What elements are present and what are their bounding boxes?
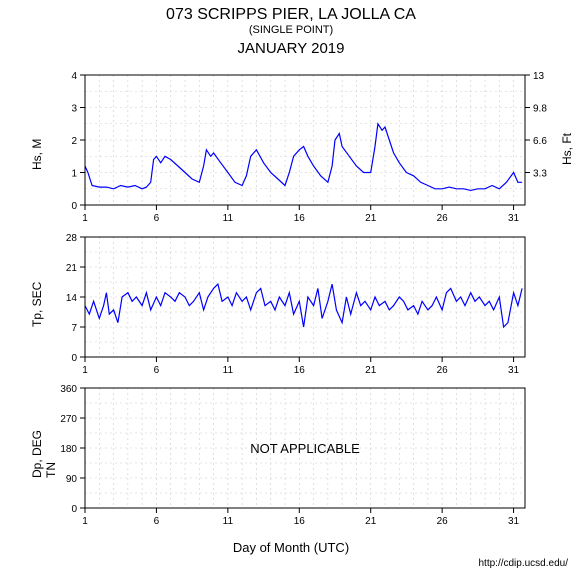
page-month: JANUARY 2019 — [0, 36, 582, 57]
chart-hs: 161116212631012343.36.69.813Hs, MHs, Ft — [85, 75, 525, 205]
svg-text:28: 28 — [66, 233, 78, 244]
svg-text:16: 16 — [294, 213, 306, 224]
svg-text:31: 31 — [508, 516, 520, 527]
svg-text:7: 7 — [71, 323, 77, 334]
svg-text:1: 1 — [82, 213, 88, 224]
svg-text:90: 90 — [66, 474, 78, 485]
svg-text:9.8: 9.8 — [533, 104, 547, 115]
svg-text:1: 1 — [71, 169, 77, 180]
svg-text:16: 16 — [294, 516, 306, 527]
page-title: 073 SCRIPPS PIER, LA JOLLA CA — [0, 0, 582, 24]
page-subtitle: (SINGLE POINT) — [0, 24, 582, 36]
svg-text:4: 4 — [71, 71, 77, 82]
line-tp — [85, 284, 522, 327]
svg-text:31: 31 — [508, 365, 520, 376]
svg-text:11: 11 — [223, 516, 234, 527]
svg-text:21: 21 — [365, 365, 377, 376]
svg-text:1: 1 — [82, 365, 88, 376]
ylabel-left-hs: Hs, M — [30, 110, 44, 170]
svg-text:16: 16 — [294, 365, 306, 376]
svg-text:3: 3 — [71, 104, 77, 115]
svg-text:31: 31 — [508, 213, 520, 224]
svg-text:21: 21 — [66, 263, 78, 274]
svg-text:11: 11 — [223, 213, 234, 224]
svg-text:6: 6 — [154, 365, 160, 376]
svg-text:26: 26 — [437, 365, 449, 376]
chart-dp: 161116212631090180270360NOT APPLICABLEDp… — [85, 388, 525, 508]
svg-text:26: 26 — [437, 213, 449, 224]
svg-text:0: 0 — [71, 201, 77, 212]
svg-text:0: 0 — [71, 504, 77, 515]
svg-text:2: 2 — [71, 136, 77, 147]
svg-text:6: 6 — [154, 213, 160, 224]
svg-text:21: 21 — [365, 213, 377, 224]
ylabel-left-dp: Dp, DEG TN — [30, 418, 58, 478]
svg-text:26: 26 — [437, 516, 449, 527]
svg-text:0: 0 — [71, 353, 77, 364]
chart-svg-dp: 161116212631090180270360NOT APPLICABLE — [85, 388, 525, 528]
svg-text:21: 21 — [365, 516, 377, 527]
svg-text:11: 11 — [223, 365, 234, 376]
x-axis-label: Day of Month (UTC) — [0, 540, 582, 555]
svg-text:3.3: 3.3 — [533, 169, 547, 180]
svg-text:360: 360 — [60, 384, 77, 395]
svg-text:14: 14 — [66, 293, 78, 304]
chart-page: 073 SCRIPPS PIER, LA JOLLA CA (SINGLE PO… — [0, 0, 582, 581]
svg-text:6: 6 — [154, 516, 160, 527]
svg-text:13: 13 — [533, 71, 545, 82]
ylabel-right-hs: Hs, Ft — [560, 115, 574, 165]
chart-svg-tp: 16111621263107142128 — [85, 237, 525, 377]
svg-text:270: 270 — [60, 414, 77, 425]
svg-text:180: 180 — [60, 444, 77, 455]
svg-text:6.6: 6.6 — [533, 136, 547, 147]
ylabel-left-tp: Tp, SEC — [30, 267, 44, 327]
footer-url: http://cdip.ucsd.edu/ — [478, 558, 568, 569]
chart-svg-hs: 161116212631012343.36.69.813 — [85, 75, 525, 225]
svg-text:1: 1 — [82, 516, 88, 527]
chart-tp: 16111621263107142128Tp, SEC — [85, 237, 525, 357]
not-applicable-label: NOT APPLICABLE — [250, 441, 360, 456]
